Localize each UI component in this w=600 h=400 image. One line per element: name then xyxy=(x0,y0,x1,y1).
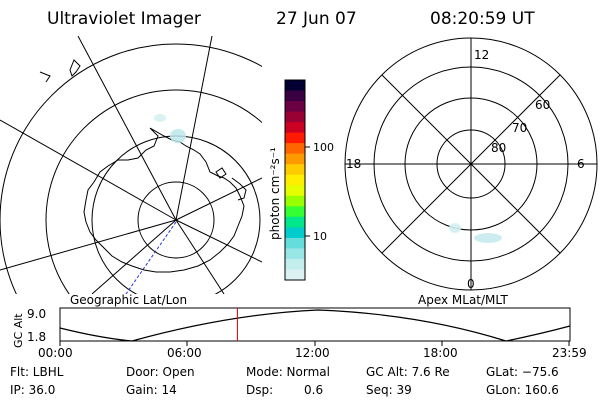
aurora-patch xyxy=(170,129,186,143)
geographic-panel-label: Geographic Lat/Lon xyxy=(70,293,187,307)
colorbar-cell xyxy=(285,269,305,281)
status-mode: Mode: Normal xyxy=(246,365,330,379)
geo-meridian xyxy=(175,36,213,221)
aurora-patch xyxy=(449,223,461,233)
apex-polar-panel: 12 18 6 0 60 70 80 xyxy=(344,37,598,291)
status-readout: Flt: LBHL IP: 36.0 Door: Open Gain: 14 M… xyxy=(10,365,559,397)
coastline xyxy=(83,127,245,273)
colorbar-unit-label: photon cm⁻²s⁻¹ xyxy=(268,147,282,240)
altitude-y-tick-low: 1.8 xyxy=(27,330,46,344)
colorbar-cell xyxy=(285,216,305,228)
coastline xyxy=(231,177,247,201)
mlt-label-dusk: 18 xyxy=(346,157,361,171)
observation-time: 08:20:59 UT xyxy=(430,9,535,29)
colorbar-cell xyxy=(285,174,305,186)
geo-meridian xyxy=(175,219,225,294)
altitude-x-tick-0000: 00:00 xyxy=(38,346,73,360)
status-glat: GLat: −75.6 xyxy=(486,365,559,379)
geo-meridian xyxy=(175,177,262,221)
status-gain: Gain: 14 xyxy=(126,383,177,397)
colorbar-frame xyxy=(284,79,306,281)
geo-meridian xyxy=(175,219,262,263)
colorbar-tick-label-100: 100 xyxy=(313,141,334,154)
altitude-x-ticks xyxy=(59,341,570,346)
coastline xyxy=(39,71,51,83)
mlat-label-80: 80 xyxy=(491,141,506,155)
apex-mlt-line xyxy=(381,74,561,254)
status-door: Door: Open xyxy=(126,365,195,379)
altitude-plot: GC Alt 9.0 1.8 00:00 06:00 12:00 18:00 2… xyxy=(12,307,587,360)
geographic-map-panel xyxy=(0,36,262,294)
mlt-label-dawn: 6 xyxy=(577,157,585,171)
geo-lat-circle xyxy=(137,181,215,259)
altitude-curve xyxy=(59,309,571,342)
aurora-patch xyxy=(474,233,502,243)
colorbar-scale xyxy=(285,80,305,281)
colorbar-cell xyxy=(285,143,305,155)
colorbar-cell xyxy=(285,101,305,113)
colorbar-cell xyxy=(285,248,305,260)
altitude-x-tick-1200: 12:00 xyxy=(295,346,330,360)
colorbar-cell xyxy=(285,195,305,207)
geo-meridian xyxy=(0,119,177,221)
colorbar: 100 10 photon cm⁻²s⁻¹ xyxy=(268,79,334,281)
mlt-label-noon: 12 xyxy=(474,48,489,62)
status-gc-alt: GC Alt: 7.6 Re xyxy=(366,365,450,379)
status-dsp-label: Dsp: xyxy=(246,383,273,397)
status-ip: IP: 36.0 xyxy=(10,383,55,397)
colorbar-cell xyxy=(285,80,305,92)
colorbar-cell xyxy=(285,132,305,144)
colorbar-cell xyxy=(285,227,305,239)
colorbar-cell xyxy=(285,164,305,176)
colorbar-cell xyxy=(285,237,305,250)
geo-meridian xyxy=(0,219,177,271)
instrument-title: Ultraviolet Imager xyxy=(47,9,201,29)
colorbar-cell xyxy=(285,185,305,197)
status-filter: Flt: LBHL xyxy=(10,365,64,379)
coastline xyxy=(215,167,227,179)
apex-panel-label: Apex MLat/MLT xyxy=(418,293,508,307)
colorbar-cell xyxy=(285,153,305,165)
altitude-x-tick-0600: 06:00 xyxy=(167,346,202,360)
colorbar-cell xyxy=(285,111,305,123)
geo-lat-circle xyxy=(45,89,262,294)
status-glon: GLon: 160.6 xyxy=(486,383,559,397)
mlt-label-midnight: 0 xyxy=(467,277,475,291)
status-seq: Seq: 39 xyxy=(366,383,412,397)
geo-meridian xyxy=(77,36,177,221)
altitude-plot-frame xyxy=(59,307,571,342)
observation-date: 27 Jun 07 xyxy=(276,9,357,29)
colorbar-cell xyxy=(285,258,305,271)
geo-lat-circle xyxy=(0,43,262,294)
colorbar-cell xyxy=(285,206,305,218)
mlat-label-70: 70 xyxy=(512,121,527,135)
mlat-label-60: 60 xyxy=(535,98,550,112)
altitude-x-tick-1800: 18:00 xyxy=(423,346,458,360)
altitude-y-label: GC Alt xyxy=(12,313,25,348)
altitude-y-tick-high: 9.0 xyxy=(27,307,46,321)
altitude-x-tick-2359: 23:59 xyxy=(552,346,587,360)
colorbar-cell xyxy=(285,122,305,134)
status-dsp-value: 0.6 xyxy=(304,383,323,397)
aurora-patch xyxy=(154,114,166,122)
colorbar-cell xyxy=(285,90,305,102)
colorbar-tick-label-10: 10 xyxy=(313,230,327,243)
geo-meridian xyxy=(91,219,177,294)
coastline xyxy=(69,59,81,77)
